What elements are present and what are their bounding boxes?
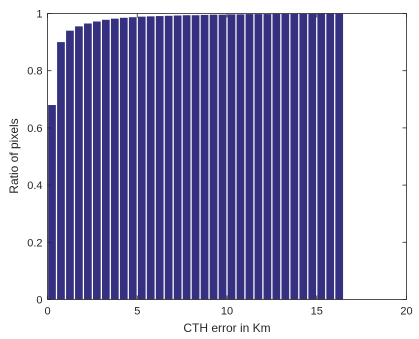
bar-25 [272, 13, 281, 300]
bar-11 [146, 16, 155, 300]
bar-22 [245, 14, 254, 300]
x-tick-label: 10 [221, 306, 233, 318]
bar-27 [290, 13, 299, 300]
y-tick-label: 1 [36, 9, 42, 21]
bar-3 [75, 26, 83, 300]
bar-31 [326, 13, 335, 300]
y-tick-label: 0.2 [27, 237, 42, 249]
bar-19 [218, 14, 227, 300]
bar-6 [101, 19, 110, 300]
bar-30 [317, 13, 326, 300]
y-tick-label: 0.6 [27, 123, 42, 135]
bar-10 [137, 16, 146, 300]
bar-32 [335, 13, 344, 300]
y-tick-label: 0.4 [27, 180, 42, 192]
bars [48, 13, 344, 300]
bar-12 [155, 16, 164, 300]
x-tick-label: 20 [400, 306, 412, 318]
bar-26 [281, 13, 290, 300]
bar-21 [236, 14, 245, 300]
bar-2 [66, 30, 74, 300]
bar-4 [84, 23, 92, 300]
bar-18 [209, 14, 218, 300]
bar-1 [57, 42, 65, 300]
bar-17 [200, 14, 209, 300]
bar-20 [227, 14, 236, 300]
y-tick-label: 0 [36, 295, 42, 307]
bar-9 [128, 17, 137, 300]
bar-7 [110, 18, 119, 300]
y-tick-label: 0.8 [27, 66, 42, 78]
bar-15 [182, 15, 191, 300]
y-ticks: 0 0.2 0.4 0.6 0.8 1 [27, 9, 407, 307]
bar-14 [173, 15, 182, 300]
plot-area-frame [47, 13, 407, 300]
bar-29 [308, 13, 317, 300]
y-axis-label: Ratio of pixels [7, 118, 21, 193]
x-tick-label: 0 [44, 306, 50, 318]
x-axis-label: CTH error in Km [183, 321, 270, 335]
x-tick-label: 5 [134, 306, 140, 318]
bar-8 [119, 17, 128, 300]
x-tick-label: 15 [311, 306, 323, 318]
x-ticks: 0 5 10 15 20 [44, 13, 413, 318]
bar-5 [93, 21, 101, 300]
bar-24 [263, 14, 272, 300]
bar-13 [164, 15, 173, 300]
bar-28 [299, 13, 308, 300]
bar-16 [191, 15, 200, 300]
bar-23 [254, 14, 263, 300]
bar-0 [48, 105, 56, 300]
